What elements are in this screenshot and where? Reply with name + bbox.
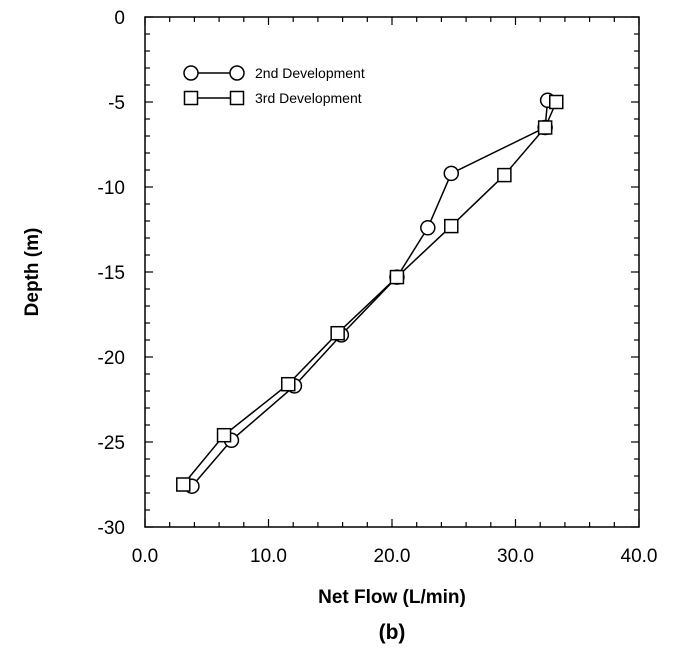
figure-caption: (b) bbox=[379, 621, 406, 644]
legend: 2nd Development 3rd Development bbox=[183, 65, 365, 106]
series-line bbox=[182, 101, 557, 485]
data-point-square bbox=[330, 325, 345, 341]
series-1 bbox=[184, 92, 556, 494]
data-point-square bbox=[176, 477, 191, 492]
legend-label: 3rd Development bbox=[255, 90, 362, 106]
legend-entry: 3rd Development bbox=[183, 90, 362, 106]
y-tick-label: -25 bbox=[98, 433, 125, 454]
y-axis-title: Depth (m) bbox=[22, 228, 43, 317]
y-tick-label: -15 bbox=[98, 263, 125, 284]
legend-entry: 2nd Development bbox=[183, 65, 365, 81]
y-tick-label: -5 bbox=[108, 93, 125, 114]
tick-labels: 0.0 10.0 20.0 30.0 40.0 0 -5 -10 -15 -20 -25 -30 bbox=[98, 8, 658, 567]
legend-marker bbox=[183, 65, 199, 81]
legend-marker bbox=[229, 65, 245, 81]
x-tick-label: 20.0 bbox=[374, 546, 411, 567]
series-line bbox=[191, 100, 549, 487]
data-point-square bbox=[537, 120, 553, 135]
data-point-square bbox=[444, 218, 459, 234]
legend-marker bbox=[183, 90, 199, 106]
y-tick-label: 0 bbox=[114, 8, 125, 29]
data-point-circle bbox=[443, 165, 460, 182]
data-point-square bbox=[549, 94, 564, 110]
data-point-square bbox=[216, 427, 232, 443]
y-tick-label: -10 bbox=[98, 178, 125, 199]
legend-marker bbox=[229, 90, 245, 106]
x-tick-label: 10.0 bbox=[250, 546, 287, 567]
series-layer bbox=[176, 92, 564, 494]
x-tick-label: 40.0 bbox=[621, 546, 658, 567]
legend-label: 2nd Development bbox=[255, 65, 365, 81]
axis-ticks bbox=[144, 16, 640, 528]
x-tick-label: 0.0 bbox=[132, 546, 158, 567]
data-point-circle bbox=[420, 220, 436, 236]
series-2 bbox=[176, 94, 564, 492]
y-tick-label: -20 bbox=[98, 348, 125, 369]
data-point-square bbox=[497, 167, 512, 183]
y-tick-label: -30 bbox=[98, 518, 125, 539]
data-point-square bbox=[389, 269, 405, 285]
data-point-square bbox=[281, 376, 296, 392]
x-axis-title: Net Flow (L/min) bbox=[318, 587, 466, 608]
x-tick-label: 30.0 bbox=[497, 546, 534, 567]
